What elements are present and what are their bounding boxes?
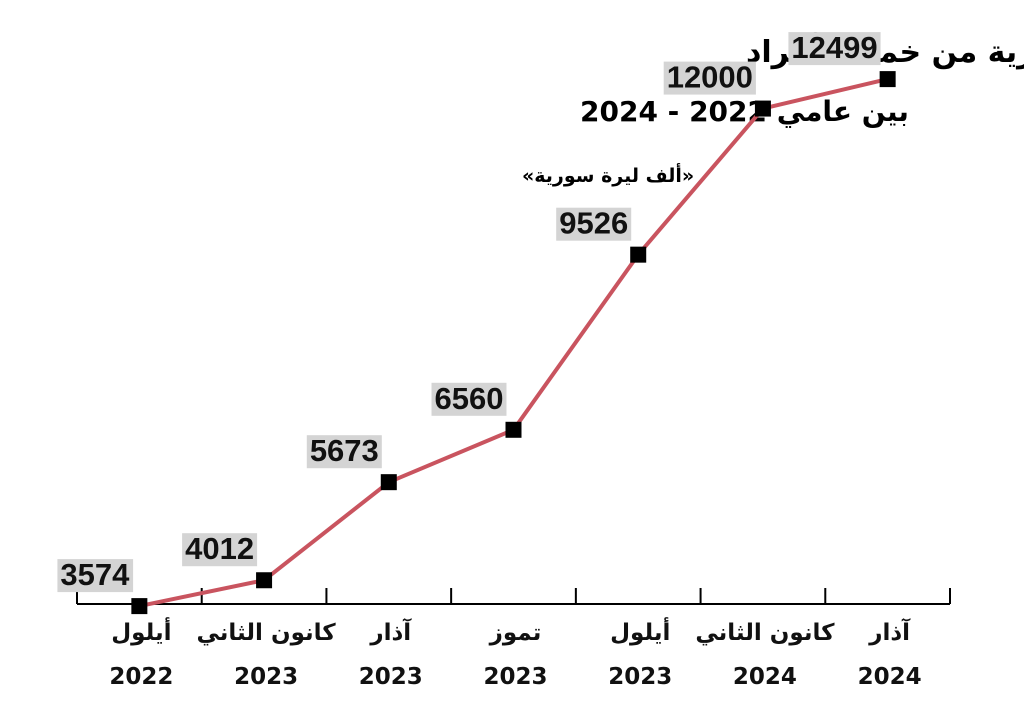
data-label-text: 4012 xyxy=(185,531,254,566)
data-label: 3574 xyxy=(57,557,134,593)
data-label: 12499 xyxy=(788,30,881,66)
data-label-text: 5673 xyxy=(310,433,379,468)
unit-note: «ألف ليرة سورية» xyxy=(522,163,694,187)
data-label: 9526 xyxy=(556,206,632,241)
data-point-marker xyxy=(879,71,896,88)
x-tick-label-month: أيلول xyxy=(111,616,171,646)
data-label-text: 12499 xyxy=(791,30,877,65)
x-tick-label-month: آذار xyxy=(868,617,911,646)
data-point-marker xyxy=(256,572,273,589)
x-tick-label-year: 2022 xyxy=(109,664,173,690)
tick-labels-layer: أيلول 2022 كانون الثاني 2023 آذار 2023 تموز 202… xyxy=(109,616,921,690)
data-label-background xyxy=(556,207,632,241)
x-tick-label-year: 2023 xyxy=(608,664,672,690)
data-label-background xyxy=(306,435,382,469)
data-label: 6560 xyxy=(431,381,507,416)
data-label: 4012 xyxy=(182,531,258,567)
data-labels-layer: 3574 4012 5673 6560 9526 12000 12499 xyxy=(57,30,881,593)
data-label-background xyxy=(182,533,258,567)
x-tick-label-month: كانون الثاني xyxy=(196,620,336,646)
chart-title: وسطي تكاليف معيشة الأسرة السورية من خمسة… xyxy=(746,32,1024,70)
x-tick-label-year: 2023 xyxy=(483,664,547,690)
x-tick-label-month: آذار xyxy=(369,617,412,646)
x-tick-label-year: 2023 xyxy=(234,664,298,690)
x-tick-label-month: أيلول xyxy=(610,616,670,646)
data-label-background xyxy=(57,559,134,593)
data-label: 12000 xyxy=(663,60,756,95)
data-label-text: 9526 xyxy=(559,206,628,241)
data-label-background xyxy=(663,61,756,95)
data-label-background xyxy=(788,32,881,66)
data-point-marker xyxy=(380,474,397,491)
data-label-text: 3574 xyxy=(60,557,130,592)
x-tick-label-month: تموز xyxy=(489,620,542,646)
x-tick-label-year: 2023 xyxy=(359,664,423,690)
x-tick-label-year: 2024 xyxy=(733,664,797,690)
data-point-marker xyxy=(505,421,522,438)
data-point-marker xyxy=(131,598,148,615)
x-tick-label-month: كانون الثاني xyxy=(695,620,835,646)
data-label-text: 12000 xyxy=(667,60,753,95)
data-point-marker xyxy=(754,100,771,117)
chart-subtitle: بين عامي 2022 - 2024 xyxy=(580,95,909,128)
data-label: 5673 xyxy=(306,433,382,469)
data-label-text: 6560 xyxy=(435,381,504,416)
markers-layer xyxy=(131,71,896,615)
x-axis xyxy=(76,588,951,605)
x-tick-label-year: 2024 xyxy=(858,664,922,690)
data-point-marker xyxy=(630,246,647,263)
data-label-background xyxy=(431,382,507,416)
